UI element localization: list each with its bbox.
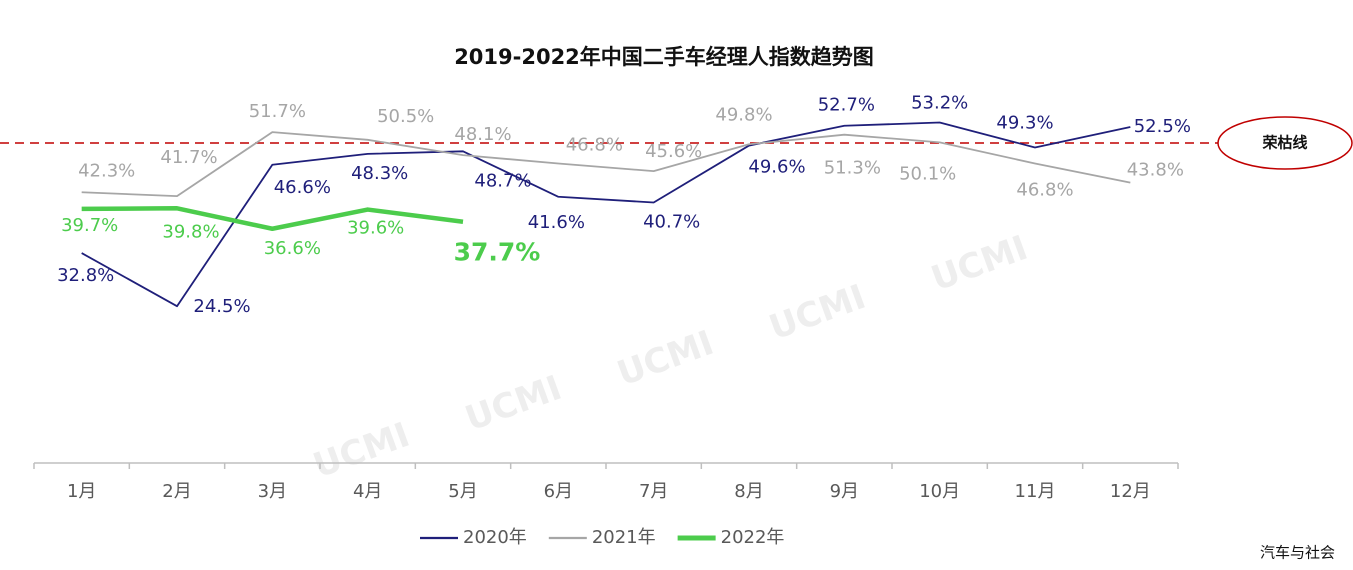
- value-label: 40.7%: [643, 212, 700, 233]
- value-label: 24.5%: [193, 296, 250, 317]
- value-label: 43.8%: [1127, 160, 1184, 181]
- reference-label: 荣枯线: [1261, 134, 1307, 152]
- value-label: 36.6%: [264, 238, 321, 259]
- value-label: 39.8%: [162, 221, 219, 242]
- x-tick-label: 12月: [1110, 481, 1151, 502]
- watermark: UCMI: [460, 368, 567, 439]
- value-label: 49.3%: [996, 112, 1053, 133]
- value-label: 46.8%: [566, 134, 623, 155]
- x-tick-label: 6月: [544, 481, 573, 502]
- value-label: 51.7%: [249, 101, 306, 122]
- value-label: 41.7%: [160, 147, 217, 168]
- value-label: 53.2%: [911, 93, 968, 114]
- value-label: 49.8%: [715, 104, 772, 125]
- value-label: 50.1%: [899, 163, 956, 184]
- legend-label: 2020年: [463, 527, 527, 548]
- value-label: 46.6%: [274, 177, 331, 198]
- value-label: 39.6%: [347, 218, 404, 239]
- value-label: 45.6%: [645, 141, 702, 162]
- source: 汽车与社会: [1260, 544, 1335, 562]
- value-label: 51.3%: [824, 158, 881, 179]
- x-tick-label: 8月: [734, 481, 763, 502]
- value-label: 49.6%: [748, 157, 805, 178]
- value-label: 41.6%: [528, 212, 585, 233]
- series-line: [81, 131, 1131, 198]
- x-tick-label: 10月: [919, 481, 960, 502]
- value-label: 48.3%: [351, 163, 408, 184]
- x-tick-label: 7月: [639, 481, 668, 502]
- reference-marker: [1217, 116, 1353, 170]
- x-tick-label: 1月: [67, 481, 96, 502]
- value-label: 50.5%: [377, 106, 434, 127]
- x-tick-label: 4月: [353, 481, 382, 502]
- value-label: 32.8%: [57, 265, 114, 286]
- watermark: UCMI: [926, 228, 1033, 299]
- watermark: UCMI: [612, 323, 719, 394]
- legend-label: 2021年: [592, 527, 656, 548]
- series-line: [81, 121, 1131, 308]
- value-label: 39.7%: [61, 215, 118, 236]
- value-label: 46.8%: [1016, 179, 1073, 200]
- watermark: UCMI: [764, 277, 871, 348]
- value-label: 52.7%: [818, 95, 875, 116]
- x-tick-label: 9月: [830, 481, 859, 502]
- value-label: 48.1%: [454, 124, 511, 145]
- x-tick-label: 2月: [162, 481, 191, 502]
- x-tick-label: 3月: [258, 481, 287, 502]
- chart-title: 2019-2022年中国二手车经理人指数趋势图: [454, 45, 874, 69]
- value-label: 42.3%: [78, 160, 135, 181]
- watermark: UCMI: [308, 415, 415, 486]
- x-tick-label: 5月: [448, 481, 477, 502]
- x-tick-label: 11月: [1015, 481, 1056, 502]
- value-label: 37.7%: [454, 238, 541, 267]
- value-label: 52.5%: [1134, 116, 1191, 137]
- series-line: [81, 206, 464, 232]
- watermarks: UCMI UCMI UCMI UCMI UCMI: [308, 228, 1033, 486]
- value-label: 48.7%: [474, 170, 531, 191]
- legend-label: 2022年: [721, 527, 785, 548]
